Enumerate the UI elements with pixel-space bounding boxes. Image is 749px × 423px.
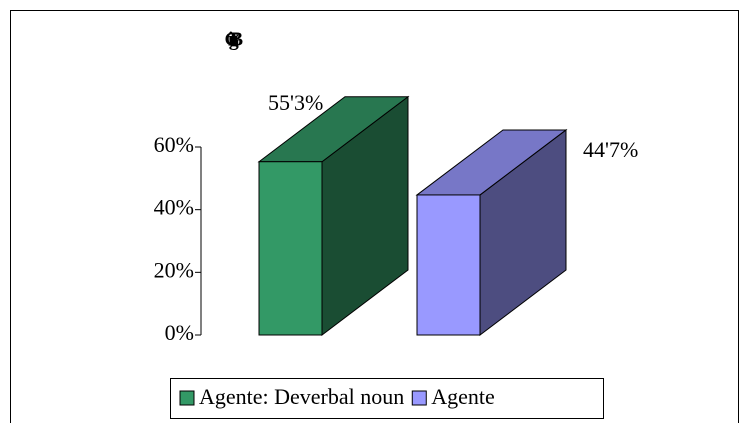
legend-swatch (179, 390, 195, 406)
y-tick-label: 60% (154, 132, 194, 157)
y-tick-label: 0% (165, 320, 194, 345)
y-tick-label: 20% (154, 257, 194, 282)
y-tick-label: 40% (154, 195, 194, 220)
legend-label: Agente: Deverbal noun (199, 384, 404, 409)
bar-front (258, 161, 323, 336)
data-label: 55'3% (268, 90, 323, 115)
bar (415, 128, 568, 337)
data-label: 44'7% (583, 137, 638, 162)
legend-box (170, 378, 604, 419)
legend-swatch (411, 390, 427, 406)
legend-label: Agente (431, 384, 495, 409)
bar-front (416, 194, 481, 336)
bar (257, 95, 410, 337)
